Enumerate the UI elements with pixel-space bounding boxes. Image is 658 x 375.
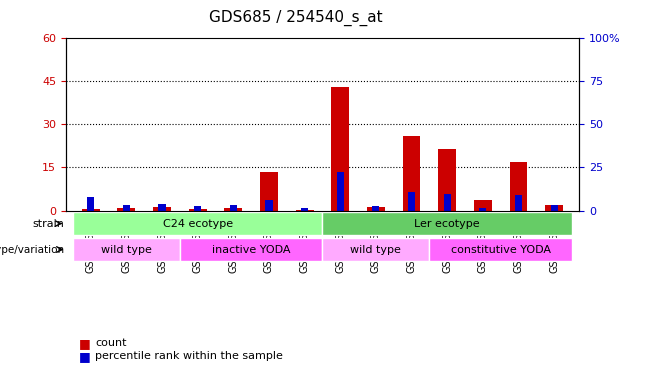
Text: percentile rank within the sample: percentile rank within the sample	[95, 351, 284, 361]
Bar	[230, 204, 237, 211]
Bar	[545, 205, 563, 211]
Bar	[123, 206, 130, 211]
Bar	[153, 207, 171, 211]
Bar	[474, 201, 492, 211]
Bar	[438, 148, 456, 211]
Bar	[551, 206, 557, 211]
Bar	[509, 162, 527, 211]
Bar	[118, 208, 136, 211]
FancyBboxPatch shape	[73, 238, 180, 261]
Bar	[189, 209, 207, 211]
Bar	[224, 208, 242, 211]
Text: inactive YODA: inactive YODA	[212, 244, 290, 255]
Bar	[408, 192, 415, 211]
Text: GDS685 / 254540_s_at: GDS685 / 254540_s_at	[209, 10, 383, 26]
Text: C24 ecotype: C24 ecotype	[163, 219, 233, 228]
Bar	[443, 194, 451, 211]
Bar	[337, 172, 343, 211]
Bar	[515, 195, 522, 211]
Bar	[301, 208, 308, 211]
Bar	[367, 207, 385, 211]
Bar	[82, 209, 99, 211]
Bar	[265, 200, 272, 211]
Text: ■: ■	[79, 350, 91, 363]
Text: wild type: wild type	[351, 244, 401, 255]
Bar	[332, 87, 349, 211]
Bar	[295, 210, 313, 211]
Bar	[479, 208, 486, 211]
FancyBboxPatch shape	[429, 238, 572, 261]
Bar	[403, 136, 420, 211]
Bar	[260, 172, 278, 211]
Bar	[87, 197, 94, 211]
FancyBboxPatch shape	[180, 238, 322, 261]
Bar	[194, 206, 201, 211]
Text: constitutive YODA: constitutive YODA	[451, 244, 551, 255]
Text: count: count	[95, 338, 127, 348]
FancyBboxPatch shape	[73, 212, 322, 235]
Text: wild type: wild type	[101, 244, 152, 255]
FancyBboxPatch shape	[322, 212, 572, 235]
Text: genotype/variation: genotype/variation	[0, 244, 64, 255]
Bar	[372, 206, 380, 211]
FancyBboxPatch shape	[322, 238, 429, 261]
Text: ■: ■	[79, 337, 91, 350]
Text: strain: strain	[32, 219, 64, 228]
Bar	[159, 204, 166, 211]
Text: Ler ecotype: Ler ecotype	[415, 219, 480, 228]
